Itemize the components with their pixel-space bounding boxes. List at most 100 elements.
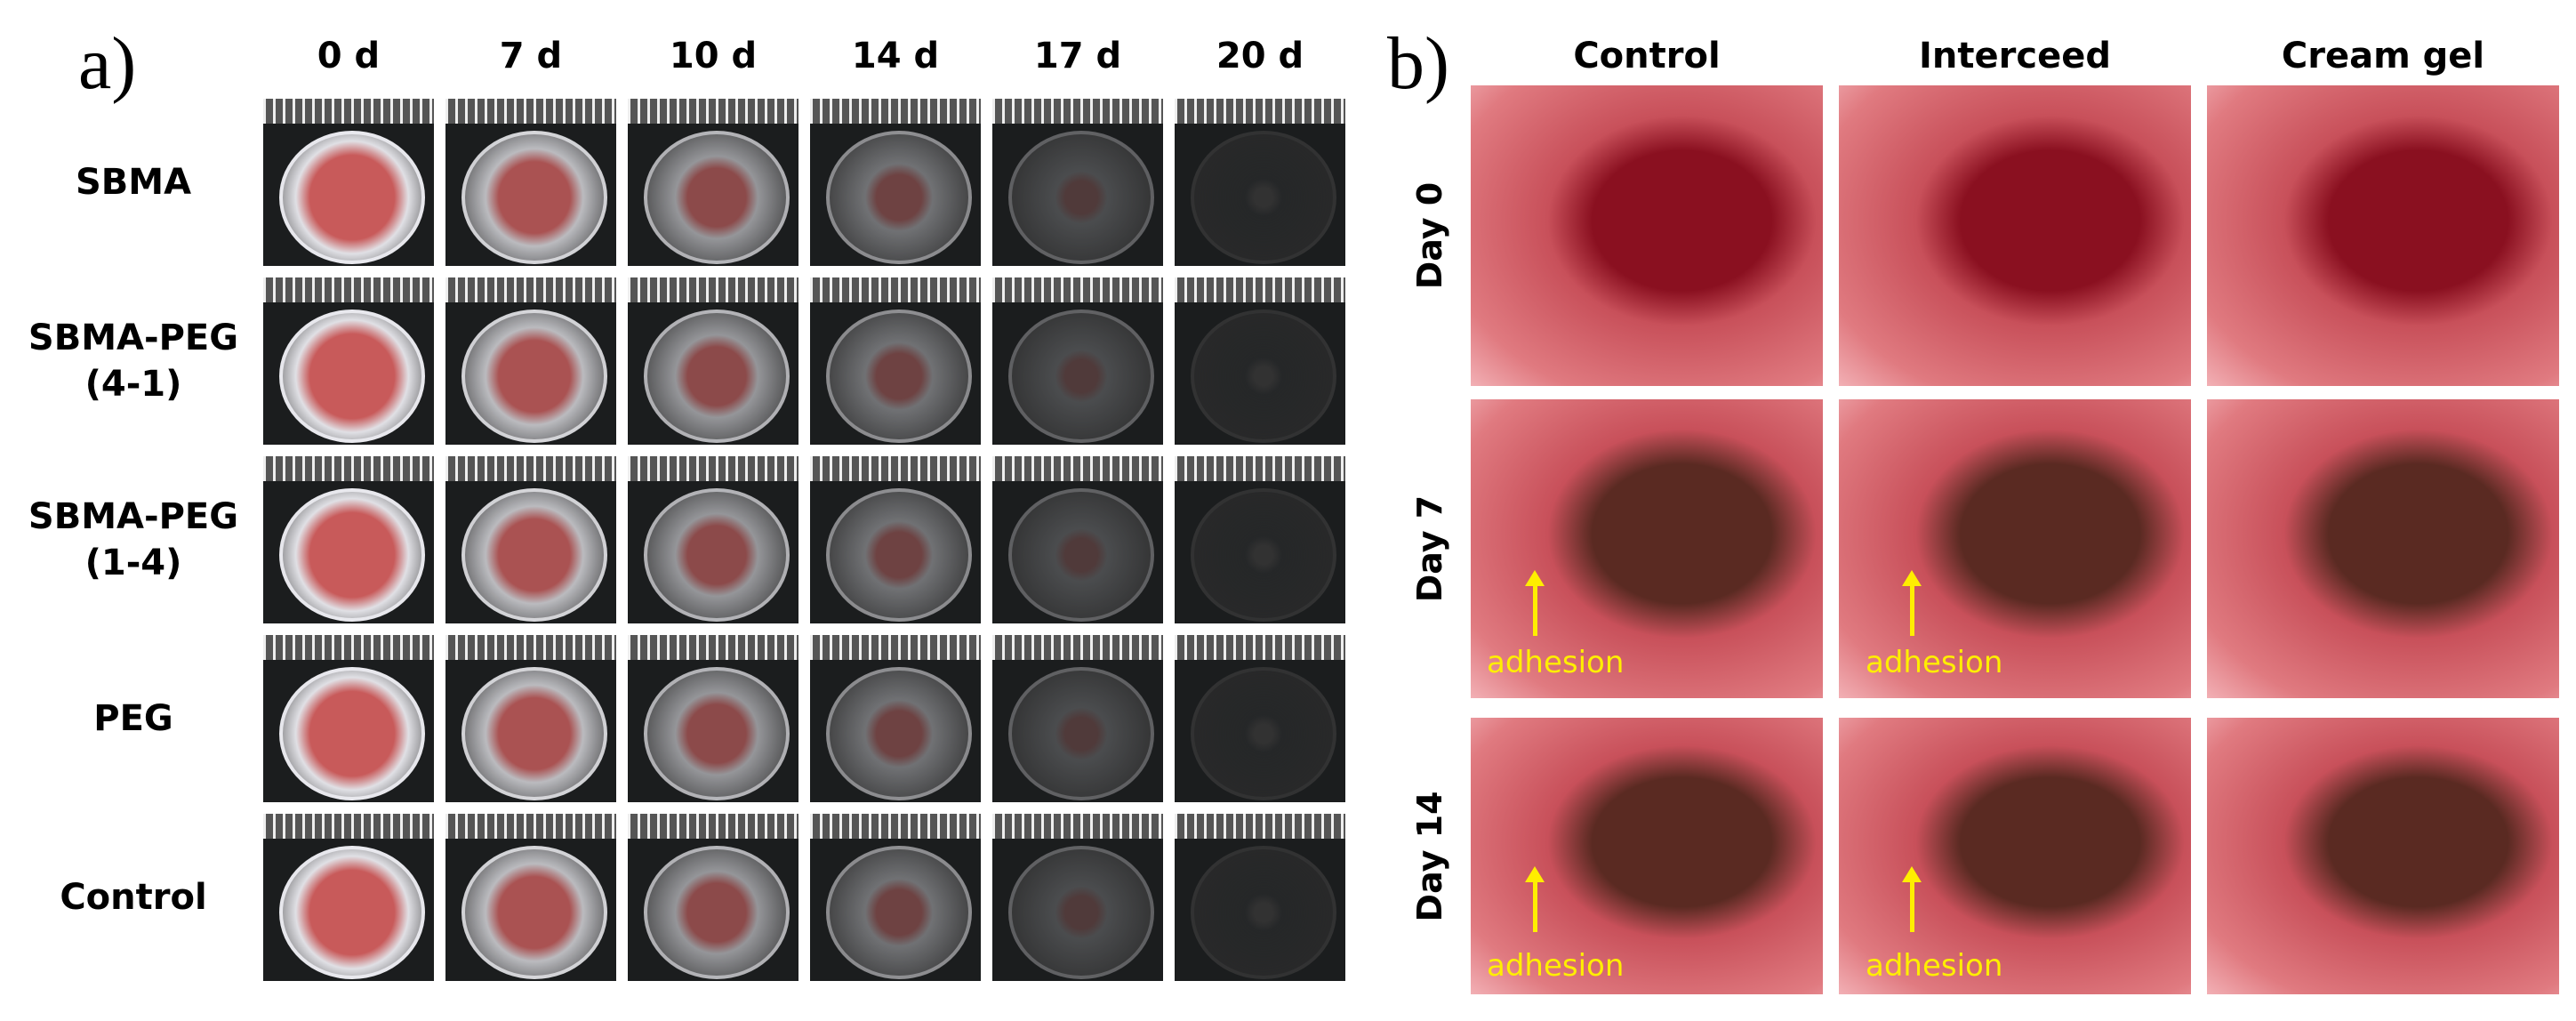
ruler xyxy=(628,277,798,302)
row-header: SBMA-PEG (1-4) xyxy=(0,494,267,586)
wound-photo xyxy=(810,635,981,802)
arrow xyxy=(1525,866,1545,932)
wound xyxy=(826,846,972,979)
wound xyxy=(644,846,790,979)
wound-photo xyxy=(263,99,434,266)
wound xyxy=(461,310,607,443)
wound-photo xyxy=(445,814,616,981)
wound xyxy=(644,667,790,800)
tissue-photo xyxy=(1839,85,2191,386)
wound-photo xyxy=(628,456,798,623)
ruler xyxy=(263,456,434,481)
wound xyxy=(1008,846,1154,979)
row-header-line: Control xyxy=(60,877,207,918)
wound-photo xyxy=(445,277,616,445)
wound-photo xyxy=(810,814,981,981)
tissue-photo xyxy=(2207,85,2559,386)
wound-photo xyxy=(1175,277,1345,445)
ruler xyxy=(445,635,616,660)
ruler xyxy=(810,99,981,124)
wound xyxy=(826,667,972,800)
ruler xyxy=(992,456,1163,481)
row-header: Control xyxy=(0,874,267,921)
ruler xyxy=(445,456,616,481)
annotation: adhesion xyxy=(1487,948,1625,984)
row-header-line: SBMA-PEG xyxy=(28,496,239,537)
wound xyxy=(1008,131,1154,264)
wound-photo xyxy=(263,456,434,623)
wound-photo xyxy=(445,635,616,802)
panel-label: b) xyxy=(1387,22,1449,105)
ruler xyxy=(445,99,616,124)
wound-photo xyxy=(1175,814,1345,981)
row-header-line: SBMA-PEG xyxy=(28,318,239,358)
wound-photo xyxy=(810,99,981,266)
row-header-line: PEG xyxy=(93,698,173,739)
column-header: 0 d xyxy=(317,36,381,76)
wound-photo xyxy=(992,456,1163,623)
ruler xyxy=(628,814,798,839)
column-header: 20 d xyxy=(1216,36,1304,76)
wound xyxy=(1008,488,1154,622)
wound xyxy=(279,131,425,264)
ruler xyxy=(1175,814,1345,839)
wound xyxy=(826,131,972,264)
tissue-photo: adhesion xyxy=(1471,399,1823,698)
wound-photo xyxy=(1175,635,1345,802)
annotation: adhesion xyxy=(1487,645,1625,680)
ruler xyxy=(263,635,434,660)
wound xyxy=(461,667,607,800)
wound-photo xyxy=(992,99,1163,266)
wound-photo xyxy=(628,99,798,266)
ruler xyxy=(810,277,981,302)
ruler xyxy=(992,814,1163,839)
tissue-photo xyxy=(2207,718,2559,994)
annotation: adhesion xyxy=(1866,948,2003,984)
ruler xyxy=(1175,277,1345,302)
row-header: Day 14 xyxy=(1410,791,1449,921)
column-header: Control xyxy=(1573,36,1721,76)
wound xyxy=(279,667,425,800)
row-header: Day 0 xyxy=(1410,181,1449,290)
wound xyxy=(461,131,607,264)
tissue-photo xyxy=(1471,85,1823,386)
tissue-photo: adhesion xyxy=(1471,718,1823,994)
row-header-line: (1-4) xyxy=(84,543,182,583)
wound xyxy=(644,131,790,264)
wound xyxy=(279,310,425,443)
ruler xyxy=(628,456,798,481)
ruler xyxy=(628,99,798,124)
ruler xyxy=(628,635,798,660)
wound xyxy=(1008,310,1154,443)
row-header: SBMA xyxy=(0,159,267,205)
ruler xyxy=(445,277,616,302)
wound xyxy=(279,846,425,979)
arrow xyxy=(1525,570,1545,636)
wound-photo xyxy=(445,456,616,623)
row-header: Day 7 xyxy=(1410,494,1449,603)
row-header-line: (4-1) xyxy=(84,364,182,405)
ruler xyxy=(810,456,981,481)
row-header: PEG xyxy=(0,695,267,742)
ruler xyxy=(263,277,434,302)
ruler xyxy=(1175,99,1345,124)
wound xyxy=(1191,846,1336,979)
wound-photo xyxy=(628,635,798,802)
column-header: 17 d xyxy=(1033,36,1122,76)
column-header: 7 d xyxy=(499,36,563,76)
ruler xyxy=(992,635,1163,660)
wound-photo xyxy=(992,277,1163,445)
wound xyxy=(826,310,972,443)
ruler xyxy=(263,814,434,839)
row-header: SBMA-PEG (4-1) xyxy=(0,315,267,407)
tissue-photo: adhesion xyxy=(1839,399,2191,698)
wound-photo xyxy=(992,635,1163,802)
wound-photo xyxy=(263,635,434,802)
panel-label: a) xyxy=(78,22,137,105)
wound-photo xyxy=(1175,99,1345,266)
row-header-line: SBMA xyxy=(75,162,192,203)
wound-photo xyxy=(628,277,798,445)
wound-photo xyxy=(628,814,798,981)
wound-photo xyxy=(810,456,981,623)
wound xyxy=(1191,488,1336,622)
